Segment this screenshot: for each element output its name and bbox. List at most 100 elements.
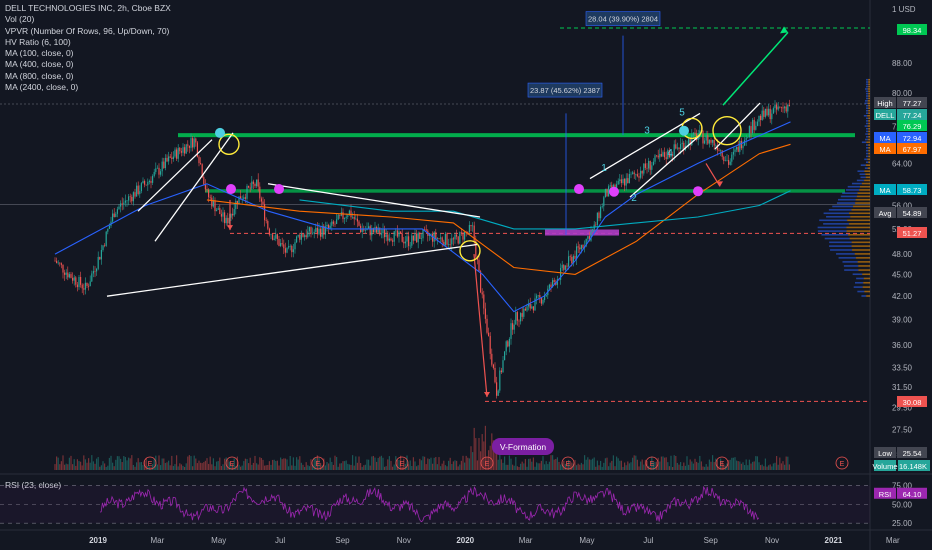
vpvr-bar xyxy=(826,216,850,218)
volume-bar xyxy=(251,465,252,470)
vpvr-bar xyxy=(865,100,868,102)
candle-body xyxy=(778,107,779,110)
candle-body xyxy=(219,208,220,214)
candle-body xyxy=(403,242,404,243)
candle-body xyxy=(419,233,420,239)
candle-body xyxy=(374,227,375,232)
volume-bar xyxy=(301,463,302,470)
volume-bar xyxy=(616,457,617,470)
vpvr-bar xyxy=(860,173,866,175)
vpvr-bar xyxy=(846,189,859,191)
vpvr-bar xyxy=(866,117,868,119)
candle-body xyxy=(245,197,246,199)
volume-bar xyxy=(142,465,143,470)
volume-bar xyxy=(352,455,353,470)
volume-bar xyxy=(773,463,774,470)
candle-body xyxy=(694,133,695,134)
volume-bar xyxy=(368,460,369,470)
volume-bar xyxy=(776,456,777,470)
vpvr-bar xyxy=(868,133,870,135)
vpvr-bar xyxy=(855,202,870,204)
volume-bar xyxy=(595,467,596,470)
volume-bar xyxy=(75,466,76,470)
candle-body xyxy=(646,168,647,169)
volume-bar xyxy=(592,459,593,470)
candle-body xyxy=(581,245,582,249)
volume-bar xyxy=(707,467,708,470)
candle-body xyxy=(346,217,347,218)
candle-body xyxy=(93,271,94,273)
volume-bar xyxy=(619,461,620,470)
volume-bar xyxy=(517,466,518,470)
candle-body xyxy=(158,168,159,175)
candle-body xyxy=(653,162,654,166)
candle-body xyxy=(442,237,443,241)
vpvr-bar xyxy=(819,219,847,221)
candle-body xyxy=(485,309,486,319)
candle-body xyxy=(766,109,767,116)
candle-body xyxy=(736,147,737,150)
vpvr-bar xyxy=(868,112,870,114)
volume-bar xyxy=(499,453,500,470)
candle-body xyxy=(120,203,121,206)
volume-bar xyxy=(59,464,60,470)
volume-bar xyxy=(693,464,694,470)
candle-body xyxy=(459,232,460,243)
volume-bar xyxy=(752,462,753,470)
candle-body xyxy=(115,214,116,217)
volume-bar xyxy=(750,464,751,470)
earnings-label: E xyxy=(230,461,235,468)
candle-body xyxy=(162,162,163,172)
candle-body xyxy=(181,151,182,153)
candle-body xyxy=(102,245,103,250)
price-tick-label: 36.00 xyxy=(892,341,913,350)
pivot-dot xyxy=(274,184,284,194)
candle-body xyxy=(618,181,619,184)
volume-bar xyxy=(491,433,492,470)
time-tick-label: 2019 xyxy=(89,536,107,545)
volume-bar xyxy=(117,456,118,470)
wave-number: 5 xyxy=(679,108,685,119)
candle-body xyxy=(637,174,638,176)
volume-bar xyxy=(258,464,259,470)
vpvr-bar xyxy=(862,273,870,275)
volume-bar xyxy=(427,458,428,470)
candle-body xyxy=(451,238,452,244)
vpvr-bar xyxy=(868,84,870,86)
candle-body xyxy=(302,234,303,237)
candle-body xyxy=(445,234,446,246)
candle-body xyxy=(450,244,451,245)
candle-body xyxy=(755,126,756,130)
volume-bar xyxy=(526,467,527,470)
candle-body xyxy=(358,221,359,225)
candle-body xyxy=(640,171,641,178)
volume-bar xyxy=(571,463,572,470)
volume-bar xyxy=(698,463,699,470)
volume-bar xyxy=(362,467,363,470)
price-tag-name: Low xyxy=(878,449,892,458)
price-tag-value: 72.94 xyxy=(903,134,922,143)
volume-bar xyxy=(464,463,465,470)
volume-bar xyxy=(128,458,129,470)
candle-body xyxy=(723,157,724,161)
volume-bar xyxy=(202,463,203,470)
volume-bar xyxy=(157,464,158,470)
vpvr-bar xyxy=(868,93,870,95)
candle-body xyxy=(570,256,571,257)
price-tag-value: 54.89 xyxy=(903,209,922,218)
rsi-tick-label: 25.00 xyxy=(892,519,913,528)
candle-body xyxy=(502,360,503,372)
vpvr-bar xyxy=(866,136,868,138)
candle-body xyxy=(674,144,675,155)
candle-body xyxy=(486,319,487,333)
candle-body xyxy=(283,244,284,248)
candle-body xyxy=(602,206,603,207)
candle-body xyxy=(651,165,652,170)
candle-body xyxy=(64,273,65,275)
candle-body xyxy=(448,244,449,245)
candle-body xyxy=(582,245,583,248)
candle-body xyxy=(418,233,419,242)
volume-bar xyxy=(381,456,382,470)
volume-bar xyxy=(443,461,444,470)
